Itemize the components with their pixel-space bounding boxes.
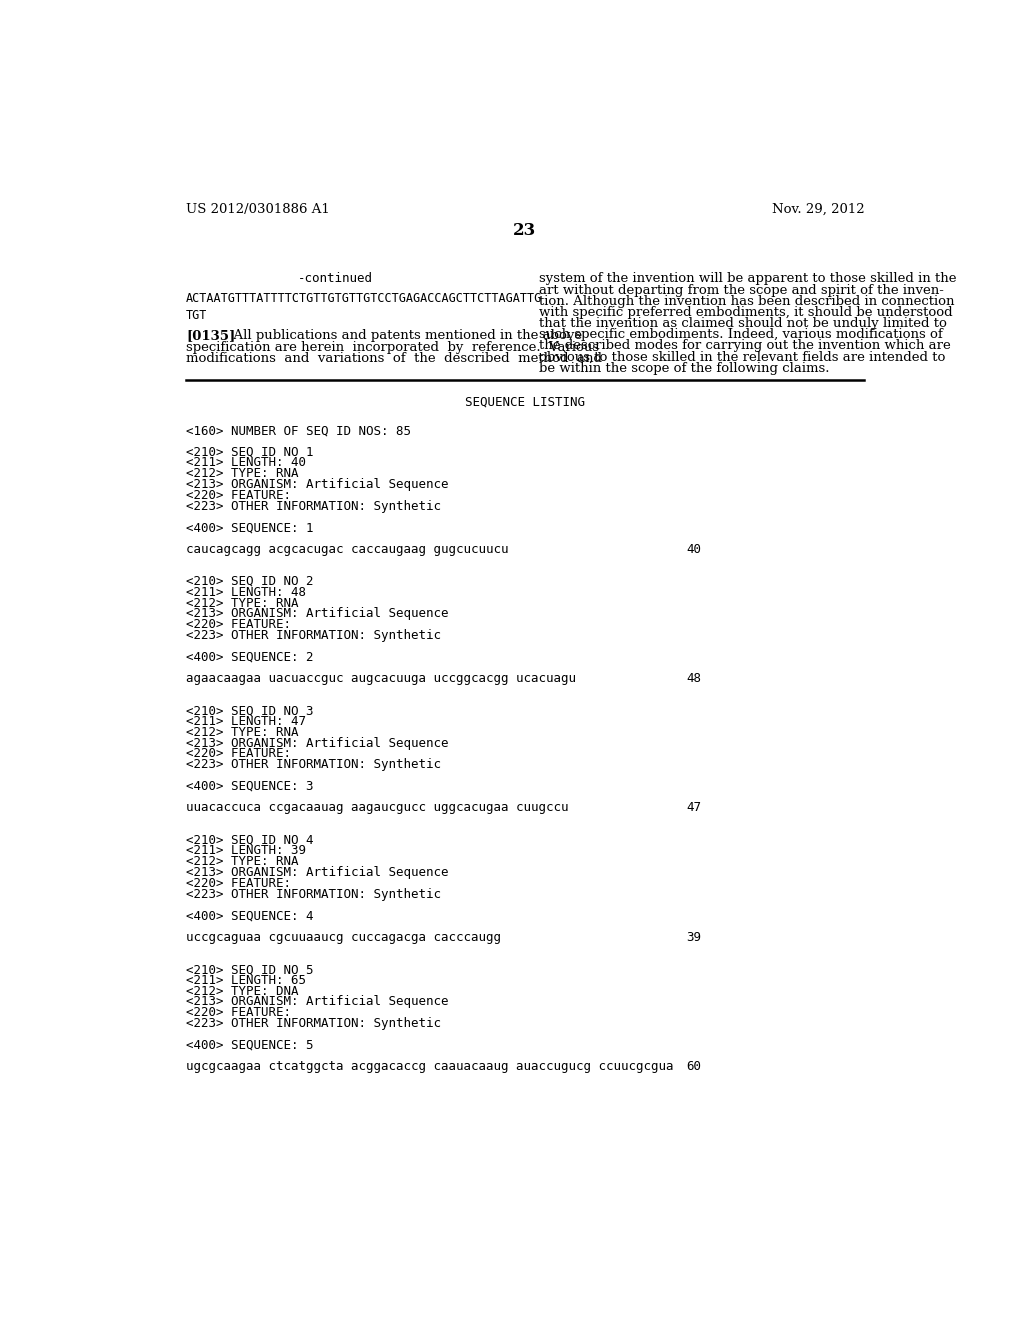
Text: <213> ORGANISM: Artificial Sequence: <213> ORGANISM: Artificial Sequence [186, 478, 449, 491]
Text: ACTAATGTTTATTTTCTGTTGTGTTGTCCTGAGACCAGCTTCTTAGATTG: ACTAATGTTTATTTTCTGTTGTGTTGTCCTGAGACCAGCT… [186, 292, 543, 305]
Text: <223> OTHER INFORMATION: Synthetic: <223> OTHER INFORMATION: Synthetic [186, 887, 441, 900]
Text: <213> ORGANISM: Artificial Sequence: <213> ORGANISM: Artificial Sequence [186, 866, 449, 879]
Text: <213> ORGANISM: Artificial Sequence: <213> ORGANISM: Artificial Sequence [186, 737, 449, 750]
Text: <160> NUMBER OF SEQ ID NOS: 85: <160> NUMBER OF SEQ ID NOS: 85 [186, 424, 411, 437]
Text: <213> ORGANISM: Artificial Sequence: <213> ORGANISM: Artificial Sequence [186, 995, 449, 1008]
Text: <212> TYPE: RNA: <212> TYPE: RNA [186, 597, 299, 610]
Text: <210> SEQ ID NO 3: <210> SEQ ID NO 3 [186, 705, 313, 717]
Text: All publications and patents mentioned in the above: All publications and patents mentioned i… [225, 330, 582, 342]
Text: <210> SEQ ID NO 4: <210> SEQ ID NO 4 [186, 834, 313, 846]
Text: <210> SEQ ID NO 2: <210> SEQ ID NO 2 [186, 576, 313, 587]
Text: specification are herein  incorporated  by  reference.  Various: specification are herein incorporated by… [186, 341, 599, 354]
Text: <211> LENGTH: 48: <211> LENGTH: 48 [186, 586, 306, 599]
Text: Nov. 29, 2012: Nov. 29, 2012 [772, 203, 864, 216]
Text: <211> LENGTH: 39: <211> LENGTH: 39 [186, 845, 306, 858]
Text: 23: 23 [513, 222, 537, 239]
Text: <400> SEQUENCE: 4: <400> SEQUENCE: 4 [186, 909, 313, 923]
Text: <220> FEATURE:: <220> FEATURE: [186, 876, 291, 890]
Text: tion. Although the invention has been described in connection: tion. Although the invention has been de… [539, 294, 954, 308]
Text: uuacaccuca ccgacaauag aagaucgucc uggcacugaa cuugccu: uuacaccuca ccgacaauag aagaucgucc uggcacu… [186, 801, 568, 814]
Text: <211> LENGTH: 47: <211> LENGTH: 47 [186, 715, 306, 729]
Text: <210> SEQ ID NO 5: <210> SEQ ID NO 5 [186, 964, 313, 975]
Text: <223> OTHER INFORMATION: Synthetic: <223> OTHER INFORMATION: Synthetic [186, 628, 441, 642]
Text: ugcgcaagaa ctcatggcta acggacaccg caauacaaug auaccugucg ccuucgcgua: ugcgcaagaa ctcatggcta acggacaccg caauaca… [186, 1060, 674, 1073]
Text: <223> OTHER INFORMATION: Synthetic: <223> OTHER INFORMATION: Synthetic [186, 1016, 441, 1030]
Text: <212> TYPE: RNA: <212> TYPE: RNA [186, 855, 299, 869]
Text: SEQUENCE LISTING: SEQUENCE LISTING [465, 396, 585, 409]
Text: 40: 40 [686, 543, 701, 556]
Text: -continued: -continued [298, 272, 373, 285]
Text: <220> FEATURE:: <220> FEATURE: [186, 747, 291, 760]
Text: that the invention as claimed should not be unduly limited to: that the invention as claimed should not… [539, 317, 946, 330]
Text: be within the scope of the following claims.: be within the scope of the following cla… [539, 362, 829, 375]
Text: <213> ORGANISM: Artificial Sequence: <213> ORGANISM: Artificial Sequence [186, 607, 449, 620]
Text: <220> FEATURE:: <220> FEATURE: [186, 618, 291, 631]
Text: with specific preferred embodiments, it should be understood: with specific preferred embodiments, it … [539, 306, 952, 319]
Text: <220> FEATURE:: <220> FEATURE: [186, 1006, 291, 1019]
Text: agaacaagaa uacuaccguc augcacuuga uccggcacgg ucacuagu: agaacaagaa uacuaccguc augcacuuga uccggca… [186, 672, 577, 685]
Text: the described modes for carrying out the invention which are: the described modes for carrying out the… [539, 339, 950, 352]
Text: such specific embodiments. Indeed, various modifications of: such specific embodiments. Indeed, vario… [539, 329, 942, 341]
Text: <400> SEQUENCE: 3: <400> SEQUENCE: 3 [186, 780, 313, 793]
Text: <212> TYPE: DNA: <212> TYPE: DNA [186, 985, 299, 998]
Text: <212> TYPE: RNA: <212> TYPE: RNA [186, 467, 299, 480]
Text: caucagcagg acgcacugac caccaugaag gugcucuucu: caucagcagg acgcacugac caccaugaag gugcucu… [186, 543, 509, 556]
Text: TGT: TGT [186, 309, 208, 322]
Text: modifications  and  variations  of  the  described  method  and: modifications and variations of the desc… [186, 351, 602, 364]
Text: <210> SEQ ID NO 1: <210> SEQ ID NO 1 [186, 446, 313, 458]
Text: <211> LENGTH: 65: <211> LENGTH: 65 [186, 974, 306, 987]
Text: <400> SEQUENCE: 1: <400> SEQUENCE: 1 [186, 521, 313, 535]
Text: <212> TYPE: RNA: <212> TYPE: RNA [186, 726, 299, 739]
Text: <220> FEATURE:: <220> FEATURE: [186, 488, 291, 502]
Text: art without departing from the scope and spirit of the inven-: art without departing from the scope and… [539, 284, 944, 297]
Text: 47: 47 [686, 801, 701, 814]
Text: [0135]: [0135] [186, 330, 236, 342]
Text: 39: 39 [686, 931, 701, 944]
Text: 60: 60 [686, 1060, 701, 1073]
Text: <223> OTHER INFORMATION: Synthetic: <223> OTHER INFORMATION: Synthetic [186, 758, 441, 771]
Text: US 2012/0301886 A1: US 2012/0301886 A1 [186, 203, 330, 216]
Text: <223> OTHER INFORMATION: Synthetic: <223> OTHER INFORMATION: Synthetic [186, 499, 441, 512]
Text: <400> SEQUENCE: 5: <400> SEQUENCE: 5 [186, 1039, 313, 1052]
Text: uccgcaguaa cgcuuaaucg cuccagacga cacccaugg: uccgcaguaa cgcuuaaucg cuccagacga cacccau… [186, 931, 501, 944]
Text: obvious to those skilled in the relevant fields are intended to: obvious to those skilled in the relevant… [539, 351, 945, 363]
Text: <400> SEQUENCE: 2: <400> SEQUENCE: 2 [186, 651, 313, 664]
Text: 48: 48 [686, 672, 701, 685]
Text: system of the invention will be apparent to those skilled in the: system of the invention will be apparent… [539, 272, 956, 285]
Text: <211> LENGTH: 40: <211> LENGTH: 40 [186, 457, 306, 470]
